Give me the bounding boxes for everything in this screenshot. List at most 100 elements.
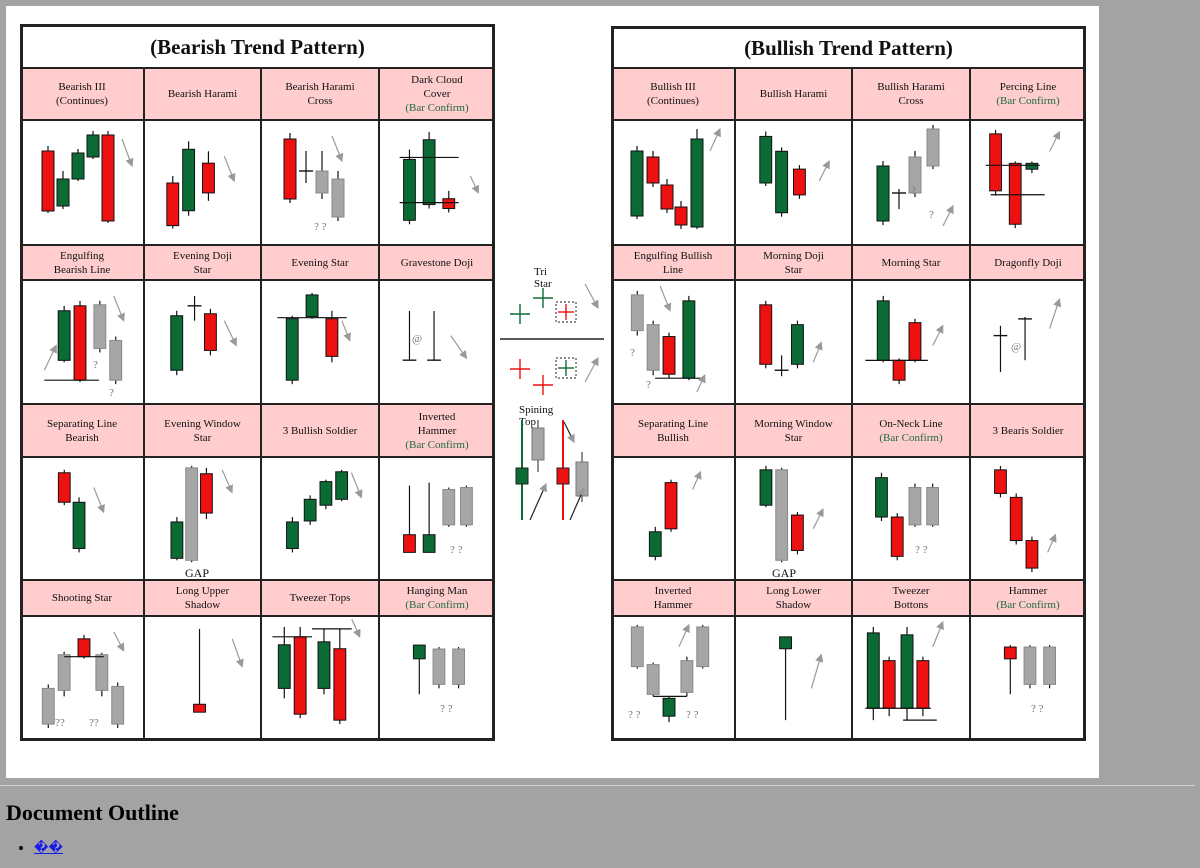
annotation: ? ?	[686, 709, 699, 721]
candle-body	[1003, 646, 1017, 660]
candle-body	[109, 340, 123, 381]
candle-body	[95, 654, 109, 691]
annotation: ? ?	[915, 544, 928, 556]
pattern-name: Bullish Harami	[877, 81, 945, 93]
arrow	[221, 469, 233, 494]
arrow	[113, 631, 125, 652]
outline-link[interactable]: ��	[34, 840, 63, 855]
candle-body	[57, 472, 71, 503]
pattern-name: Star	[193, 263, 212, 276]
candles	[876, 125, 954, 227]
candle-body	[908, 156, 922, 194]
candle-body	[442, 489, 456, 526]
pattern-label: Separating Line Bullish	[611, 404, 735, 457]
candle-body	[41, 150, 55, 212]
pattern-label: Inverted Hammer (Bar Confirm)	[379, 404, 495, 457]
pattern-name: Cover	[423, 88, 451, 100]
pattern-name: Shadow	[775, 599, 812, 611]
pattern-illustration	[20, 457, 144, 580]
candle-body	[77, 638, 91, 658]
annotation: ? ?	[1031, 703, 1044, 715]
candle-body	[674, 206, 688, 226]
annotation: ? ?	[314, 221, 327, 233]
annotation: @	[412, 333, 423, 345]
pattern-name: Morning Star	[881, 256, 941, 269]
candles	[759, 300, 823, 377]
arrow	[659, 285, 672, 312]
pattern-name: Shooting Star	[51, 592, 113, 604]
pattern-name: Bullish	[657, 431, 689, 444]
candle-body	[882, 660, 896, 709]
pattern-label: Hammer (Bar Confirm)	[970, 580, 1086, 616]
candle-body	[759, 304, 773, 365]
pattern-name: Long Upper	[175, 585, 230, 597]
candle-body	[333, 648, 347, 721]
pattern-illustration	[261, 457, 379, 580]
pattern-label: Gravestone Doji	[379, 245, 495, 280]
pattern-illustration	[735, 616, 852, 740]
arrow	[932, 620, 944, 647]
pattern-label: Bearish Harami	[144, 68, 261, 120]
sheet: (Bearish Trend Pattern) Bearish III (Conti…	[6, 6, 1099, 778]
pattern-label: Tweezer Tops	[261, 580, 379, 616]
candle-body	[285, 318, 299, 381]
candle-body	[170, 315, 184, 371]
pattern-illustration: ????	[20, 616, 144, 740]
candle-body	[315, 170, 329, 194]
candle-body	[277, 644, 291, 689]
pattern-name: (Continues)	[56, 95, 108, 107]
annotation: GAP	[772, 566, 797, 580]
pattern-name: Dark Cloud	[411, 74, 463, 86]
arrow	[93, 487, 105, 514]
pattern-label: Evening Window Star	[144, 404, 261, 457]
arrow	[351, 618, 361, 638]
candles	[865, 295, 944, 385]
candle-body	[101, 134, 115, 222]
candle-body	[319, 481, 333, 506]
candles	[993, 298, 1062, 372]
candle-body	[926, 128, 940, 167]
pattern-name: Star	[193, 431, 212, 444]
candle-body	[182, 148, 196, 212]
pattern-label: Bullish Harami	[735, 68, 852, 120]
arrow	[469, 175, 479, 194]
separator	[0, 785, 1195, 786]
candle-body	[200, 473, 213, 514]
candle-body	[422, 139, 436, 206]
candle-body	[664, 482, 678, 530]
candle-body	[866, 632, 880, 709]
pattern-name: Hammer	[417, 424, 457, 437]
pattern-illustration: GAP	[144, 457, 261, 580]
candle-body	[630, 294, 644, 332]
candle-body	[41, 687, 55, 725]
pattern-label: Percing Line (Bar Confirm)	[970, 68, 1086, 120]
candle-body	[779, 636, 793, 650]
candle-body	[916, 660, 930, 709]
pattern-illustration: ??	[611, 280, 735, 404]
annotation: ??	[55, 717, 65, 729]
candle-body	[73, 305, 87, 381]
candles	[286, 469, 363, 553]
pattern-illustration: ? ? ? ?	[611, 616, 735, 740]
candle-body	[335, 471, 349, 500]
pattern-label: Dark Cloud Cover (Bar Confirm)	[379, 68, 495, 120]
candle-body	[193, 703, 206, 713]
candles	[170, 465, 233, 563]
candle-body	[648, 531, 662, 557]
pattern-name: On-Neck Line	[879, 417, 943, 430]
pattern-name: 3 Bearis Soldier	[992, 424, 1064, 437]
arrow	[341, 320, 351, 342]
middle-illustration	[500, 283, 604, 521]
pattern-name: Bullish III	[650, 81, 696, 93]
spinning-top-label: Spining Top	[519, 404, 554, 428]
confirm-note: (Bar Confirm)	[405, 438, 469, 451]
pattern-name: Bearish Harami	[285, 81, 355, 93]
pattern-label: Bearish Harami Cross	[261, 68, 379, 120]
candle-body	[452, 648, 465, 685]
candles	[648, 470, 702, 561]
candle-body	[1023, 646, 1037, 685]
pattern-name: Bearish Line	[53, 263, 111, 276]
candle-body	[890, 516, 904, 557]
outline-heading: Document Outline	[6, 800, 179, 825]
candles	[272, 618, 361, 725]
